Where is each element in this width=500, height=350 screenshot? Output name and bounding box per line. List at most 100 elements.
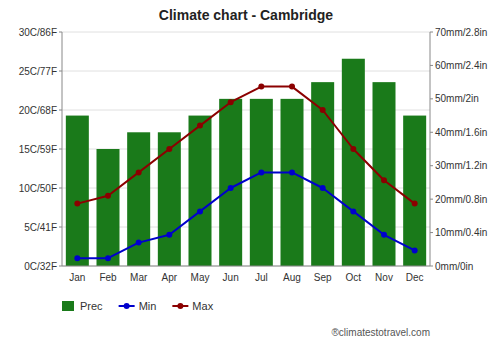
bar	[403, 116, 426, 266]
point	[258, 84, 264, 90]
grid	[62, 32, 430, 266]
y2-tick	[430, 165, 433, 166]
y-tick-label: 10C/50F	[19, 183, 57, 194]
point	[258, 169, 264, 175]
x-tick-label: Nov	[375, 272, 393, 283]
legend-marker	[124, 303, 130, 309]
grid-line	[62, 32, 430, 33]
y2-tick	[430, 32, 433, 33]
y2-tick	[430, 65, 433, 66]
legend: Prec Min Max	[62, 300, 214, 312]
point	[74, 255, 80, 261]
annotation: ®climatestotravel.com	[331, 327, 430, 338]
grid-line	[62, 266, 430, 267]
point	[320, 185, 326, 191]
y2-tick-label: 20mm/0.8in	[435, 194, 487, 205]
y2-axis-line	[430, 32, 431, 266]
x-tick-label: May	[191, 272, 210, 283]
y-tick	[59, 71, 62, 72]
point	[197, 208, 203, 214]
point	[166, 146, 172, 152]
legend-label: Min	[139, 300, 157, 312]
point	[197, 123, 203, 129]
bar	[219, 99, 242, 266]
y-tick-label: 20C/68F	[19, 105, 57, 116]
x-tick-label: Sep	[314, 272, 332, 283]
x-tick-label: Jul	[255, 272, 268, 283]
legend-swatch	[62, 301, 74, 311]
point	[105, 255, 111, 261]
y-tick	[59, 266, 62, 267]
legend-label: Max	[192, 300, 213, 312]
y2-tick	[430, 266, 433, 267]
chart-svg: 0C/32F 5C/41F 10C/50F 15C/59F 20C/68F 25C/77F…	[0, 0, 500, 350]
bar	[66, 116, 89, 266]
bar	[342, 59, 365, 266]
line	[77, 87, 414, 204]
bar	[97, 149, 120, 266]
axes: 0C/32F 5C/41F 10C/50F 15C/59F 20C/68F 25C/77F…	[19, 27, 488, 284]
x-tick-label: Dec	[406, 272, 424, 283]
y2-tick-label: 30mm/1.2in	[435, 160, 487, 171]
bar-series	[66, 59, 426, 266]
y2-tick	[430, 132, 433, 133]
y2-tick-label: 70mm/2.8in	[435, 27, 487, 38]
y2-tick-label: 50mm/2in	[435, 93, 479, 104]
y-tick-label: 0C/32F	[24, 261, 57, 272]
y-tick-label: 25C/77F	[19, 66, 57, 77]
x-tick-label: Oct	[346, 272, 362, 283]
y-tick	[59, 227, 62, 228]
y2-tick	[430, 199, 433, 200]
x-axis-line	[62, 266, 430, 267]
bar	[311, 82, 334, 266]
x-tick-label: Feb	[99, 272, 117, 283]
point	[381, 232, 387, 238]
point	[105, 193, 111, 199]
point	[412, 247, 418, 253]
bar	[158, 132, 181, 266]
y2-tick	[430, 232, 433, 233]
x-tick-label: Jan	[69, 272, 85, 283]
y-tick	[59, 110, 62, 111]
point	[228, 99, 234, 105]
y2-tick-label: 40mm/1.6in	[435, 127, 487, 138]
point	[136, 240, 142, 246]
background	[0, 0, 500, 350]
point	[136, 169, 142, 175]
x-tick-label: Apr	[162, 272, 178, 283]
title: Climate chart - Cambridge	[159, 7, 333, 23]
point	[166, 232, 172, 238]
bar	[281, 99, 304, 266]
x-tick-label: Mar	[130, 272, 148, 283]
plot-area	[66, 59, 426, 266]
grid-line	[62, 71, 430, 72]
point	[289, 84, 295, 90]
bar	[250, 99, 273, 266]
point	[350, 208, 356, 214]
legend-label: Prec	[80, 300, 103, 312]
point	[350, 146, 356, 152]
y-tick-label: 30C/86F	[19, 27, 57, 38]
chart-container: 0C/32F 5C/41F 10C/50F 15C/59F 20C/68F 25C/77F…	[0, 0, 500, 350]
line-series	[74, 84, 417, 207]
y2-tick-label: 0mm/0in	[435, 261, 473, 272]
point	[289, 169, 295, 175]
y-tick-label: 5C/41F	[24, 222, 57, 233]
point	[320, 107, 326, 113]
point	[74, 201, 80, 207]
point	[412, 201, 418, 207]
legend-marker	[177, 303, 183, 309]
y-tick	[59, 149, 62, 150]
x-tick-label: Jun	[223, 272, 239, 283]
point	[228, 185, 234, 191]
y-tick	[59, 188, 62, 189]
y2-tick-label: 60mm/2.4in	[435, 60, 487, 71]
bar	[189, 116, 212, 266]
y2-tick	[430, 98, 433, 99]
y-tick	[59, 32, 62, 33]
y2-tick-label: 10mm/0.4in	[435, 227, 487, 238]
x-tick-label: Aug	[283, 272, 301, 283]
line	[77, 172, 414, 258]
point	[381, 177, 387, 183]
y-tick-label: 15C/59F	[19, 144, 57, 155]
